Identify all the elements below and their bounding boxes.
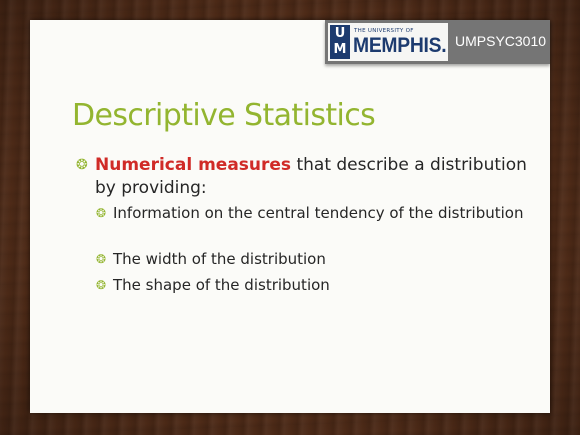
course-code: UMPSYC3010 [455,33,547,49]
sub-bullet: ❂ Information on the central tendency of… [96,204,526,223]
sub-bullet-text: The shape of the distribution [113,276,330,294]
logo-letter-u: U [334,26,346,41]
um-logo-mark: U M [330,25,350,59]
main-bullet: ❂ Numerical measures that describe a dis… [76,154,536,200]
slide-canvas: U M THE UNIVERSITY OF MEMPHIS. UMPSYC301… [30,20,550,413]
sub-bullet-text: Information on the central tendency of t… [113,204,524,222]
sub-bullet: ❂ The shape of the distribution [96,276,526,295]
bullet-icon: ❂ [96,278,107,292]
main-bullet-rest: that describe a distribution by providin… [95,155,527,198]
bullet-icon: ❂ [76,157,88,173]
logo-letter-m: M [333,42,347,57]
bullet-icon: ❂ [96,206,107,220]
main-bullet-text: Numerical measures that describe a distr… [95,154,536,200]
logo-university-of: THE UNIVERSITY OF [354,28,414,34]
bullet-icon: ❂ [96,252,107,266]
header-banner: U M THE UNIVERSITY OF MEMPHIS. UMPSYC301… [325,20,550,64]
main-bullet-emphasis: Numerical measures [95,155,292,175]
university-logo: U M THE UNIVERSITY OF MEMPHIS. [328,23,448,61]
sub-bullet: ❂ The width of the distribution [96,250,526,269]
slide-title: Descriptive Statistics [72,98,376,133]
sub-bullet-text: The width of the distribution [113,250,326,268]
logo-memphis: MEMPHIS. [353,34,447,57]
